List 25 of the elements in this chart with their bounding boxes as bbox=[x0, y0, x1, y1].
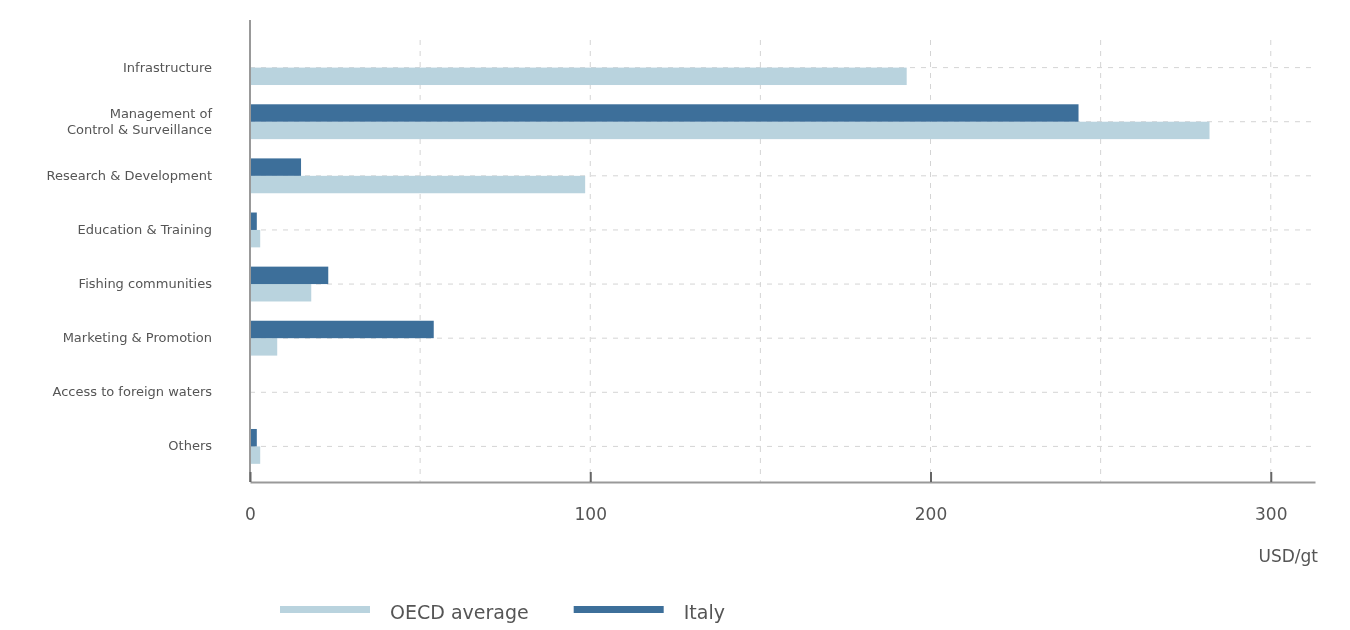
y-tick-label: Fishing communities bbox=[78, 276, 213, 292]
bar bbox=[250, 121, 1210, 140]
bar bbox=[250, 175, 586, 194]
x-tick-label: 100 bbox=[574, 504, 607, 525]
bar bbox=[250, 67, 907, 86]
legend-label: Italy bbox=[683, 601, 725, 623]
y-tick-label: Management of Control & Surveillance bbox=[66, 105, 213, 137]
x-axis-title: USD/gt bbox=[1258, 546, 1319, 566]
y-tick-label: Research & Development bbox=[46, 167, 212, 183]
bar bbox=[250, 446, 261, 464]
y-tick-label: Access to foreign waters bbox=[52, 384, 213, 400]
bar bbox=[250, 284, 312, 302]
bar bbox=[250, 104, 1079, 122]
y-tick-label: Others bbox=[168, 438, 213, 454]
y-tick-label: Infrastructure bbox=[123, 59, 212, 75]
bar bbox=[250, 320, 434, 339]
bar bbox=[250, 266, 329, 285]
bar bbox=[250, 338, 278, 356]
bar bbox=[250, 158, 302, 176]
x-tick-label: 0 bbox=[245, 504, 256, 525]
y-tick-label: Marketing & Promotion bbox=[62, 330, 212, 346]
y-tick-label: Education & Training bbox=[77, 221, 212, 237]
legend-label: OECD average bbox=[390, 601, 529, 623]
x-tick-label: 200 bbox=[914, 504, 948, 525]
x-tick-label: 300 bbox=[1255, 504, 1288, 525]
